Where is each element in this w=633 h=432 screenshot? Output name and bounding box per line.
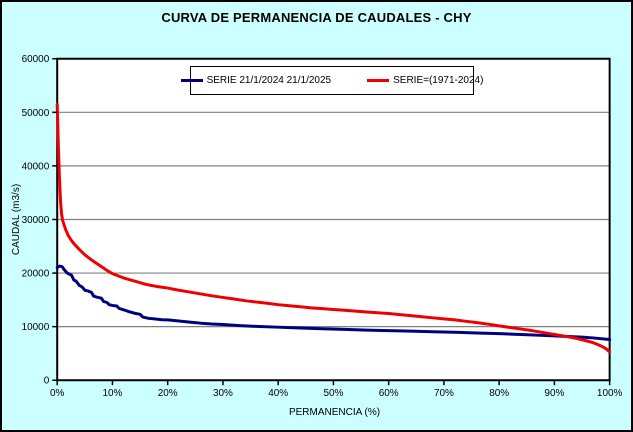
legend-entry-serie-1971-2024: SERIE=(1971-2024)	[367, 75, 483, 86]
y-tick-label: 20000	[22, 269, 50, 280]
series1-label: SERIE 21/1/2024 21/1/2025	[206, 75, 332, 86]
x-tick-label: 20%	[158, 388, 178, 399]
series1-line-swatch	[180, 79, 203, 82]
x-tick-label: 70%	[434, 388, 454, 399]
x-tick-label: 30%	[213, 388, 233, 399]
chart-title: CURVA DE PERMANENCIA DE CAUDALES - CHY	[161, 10, 472, 25]
y-tick-label: 30000	[22, 215, 50, 226]
series-line-0	[55, 264, 612, 342]
x-axis-title: PERMANENCIA (%)	[288, 407, 381, 418]
x-tick-label: 50%	[323, 388, 343, 399]
x-tick-label: 0%	[50, 388, 65, 399]
x-tick-label: 40%	[268, 388, 288, 399]
x-tick-label: 80%	[489, 388, 509, 399]
y-axis-title: CAUDAL (m3/s)	[11, 183, 22, 256]
x-tick-label: 10%	[103, 388, 123, 399]
y-tick-label: 60000	[22, 54, 50, 65]
x-tick-label: 60%	[379, 388, 399, 399]
y-tick-label: 0	[44, 376, 50, 387]
y-tick-label: 10000	[22, 322, 50, 333]
y-tick-label: 40000	[22, 161, 50, 172]
legend-entry-serie-2024-2025: SERIE 21/1/2024 21/1/2025	[180, 75, 332, 86]
legend-box: SERIE 21/1/2024 21/1/2025 SERIE=(1971-20…	[180, 66, 483, 95]
series2-label: SERIE=(1971-2024)	[393, 75, 484, 86]
series2-line-swatch	[367, 79, 390, 82]
y-tick-label: 50000	[22, 108, 50, 119]
x-tick-label: 90%	[544, 388, 564, 399]
x-tick-label: 100%	[597, 388, 623, 399]
series-line-1	[55, 102, 612, 354]
